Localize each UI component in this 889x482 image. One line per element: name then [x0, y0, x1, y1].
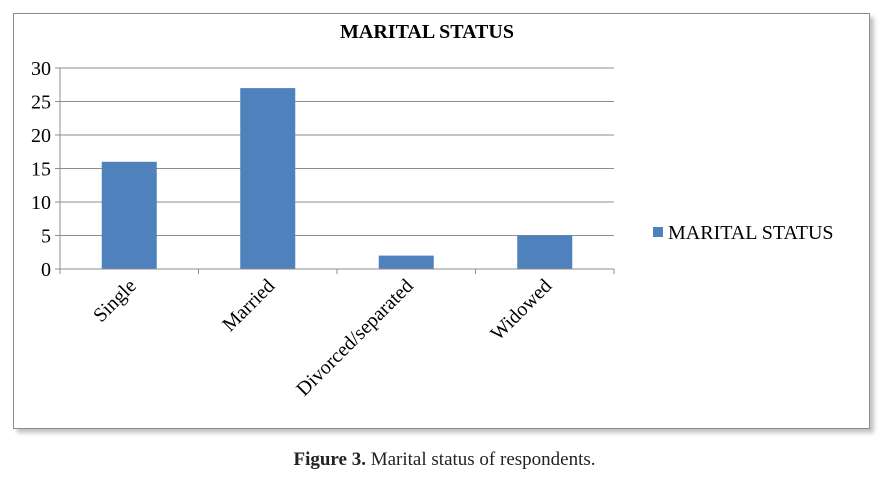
chart-svg: MARITAL STATUS 0 5 10 15 20 25 30 Single Married…	[31, 21, 834, 401]
y-tick-label: 25	[31, 92, 51, 114]
y-tick-label: 10	[31, 192, 51, 214]
figure-caption-label: Figure 3.	[293, 449, 366, 470]
y-tick-label: 20	[31, 125, 51, 147]
y-tick-label: 0	[41, 259, 51, 281]
legend-swatch	[653, 227, 663, 237]
bar-single	[101, 161, 157, 269]
x-tick-label: Single	[89, 275, 141, 327]
bar-married	[240, 88, 296, 269]
chart-title: MARITAL STATUS	[340, 21, 514, 43]
figure-caption: Figure 3. Marital status of respondents.	[0, 449, 889, 471]
bar-widowed	[517, 235, 573, 269]
figure-caption-text: Marital status of respondents.	[365, 449, 596, 470]
y-tick-label: 15	[31, 159, 51, 181]
x-tick-label: Divorced/separated	[292, 275, 418, 401]
y-tick-label: 5	[41, 226, 51, 248]
bar-series	[101, 88, 573, 269]
legend: MARITAL STATUS	[653, 222, 834, 244]
x-tick-label: Widowed	[486, 275, 556, 345]
legend-label: MARITAL STATUS	[668, 222, 834, 244]
y-tick-label: 30	[31, 58, 51, 80]
x-tick-label: Married	[218, 275, 279, 336]
bar-divorced-separated	[378, 255, 434, 269]
